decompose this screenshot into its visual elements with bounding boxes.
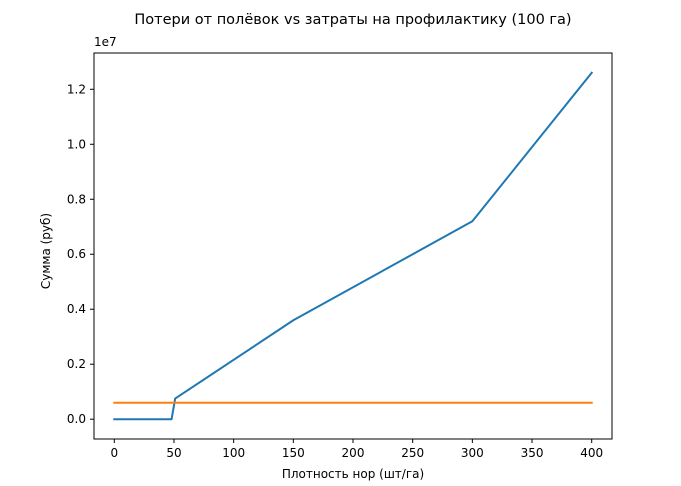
y-axis: 0.0 0.2 0.4 0.6 0.8 1.0 1.2	[67, 82, 94, 426]
y-tick-label: 0.0	[67, 412, 86, 426]
chart-title: Потери от полёвок vs затраты на профилак…	[134, 12, 571, 28]
x-axis: 0 50 100 150 200 250 300 350 400	[110, 439, 603, 460]
y-axis-offset-label: 1e7	[94, 35, 117, 49]
x-tick-label: 300	[461, 446, 484, 460]
plot-frame	[93, 52, 613, 440]
x-tick-label: 50	[166, 446, 181, 460]
y-tick-label: 1.2	[67, 82, 86, 96]
y-tick-label: 0.4	[67, 302, 86, 316]
x-tick-label: 400	[580, 446, 603, 460]
y-tick-label: 0.6	[67, 247, 86, 261]
x-tick-label: 100	[222, 446, 245, 460]
x-tick-label: 250	[401, 446, 424, 460]
y-axis-title: Сумма (руб)	[39, 213, 53, 289]
y-tick-label: 1.0	[67, 137, 86, 151]
series-line-1	[113, 71, 594, 421]
x-tick-label: 150	[282, 446, 305, 460]
y-tick-label: 0.2	[67, 357, 86, 371]
x-tick-label: 350	[521, 446, 544, 460]
plot-area	[93, 52, 613, 440]
y-tick-label: 0.8	[67, 192, 86, 206]
x-tick-label: 200	[342, 446, 365, 460]
x-tick-label: 0	[110, 446, 118, 460]
x-axis-title: Плотность нор (шт/га)	[282, 467, 424, 481]
